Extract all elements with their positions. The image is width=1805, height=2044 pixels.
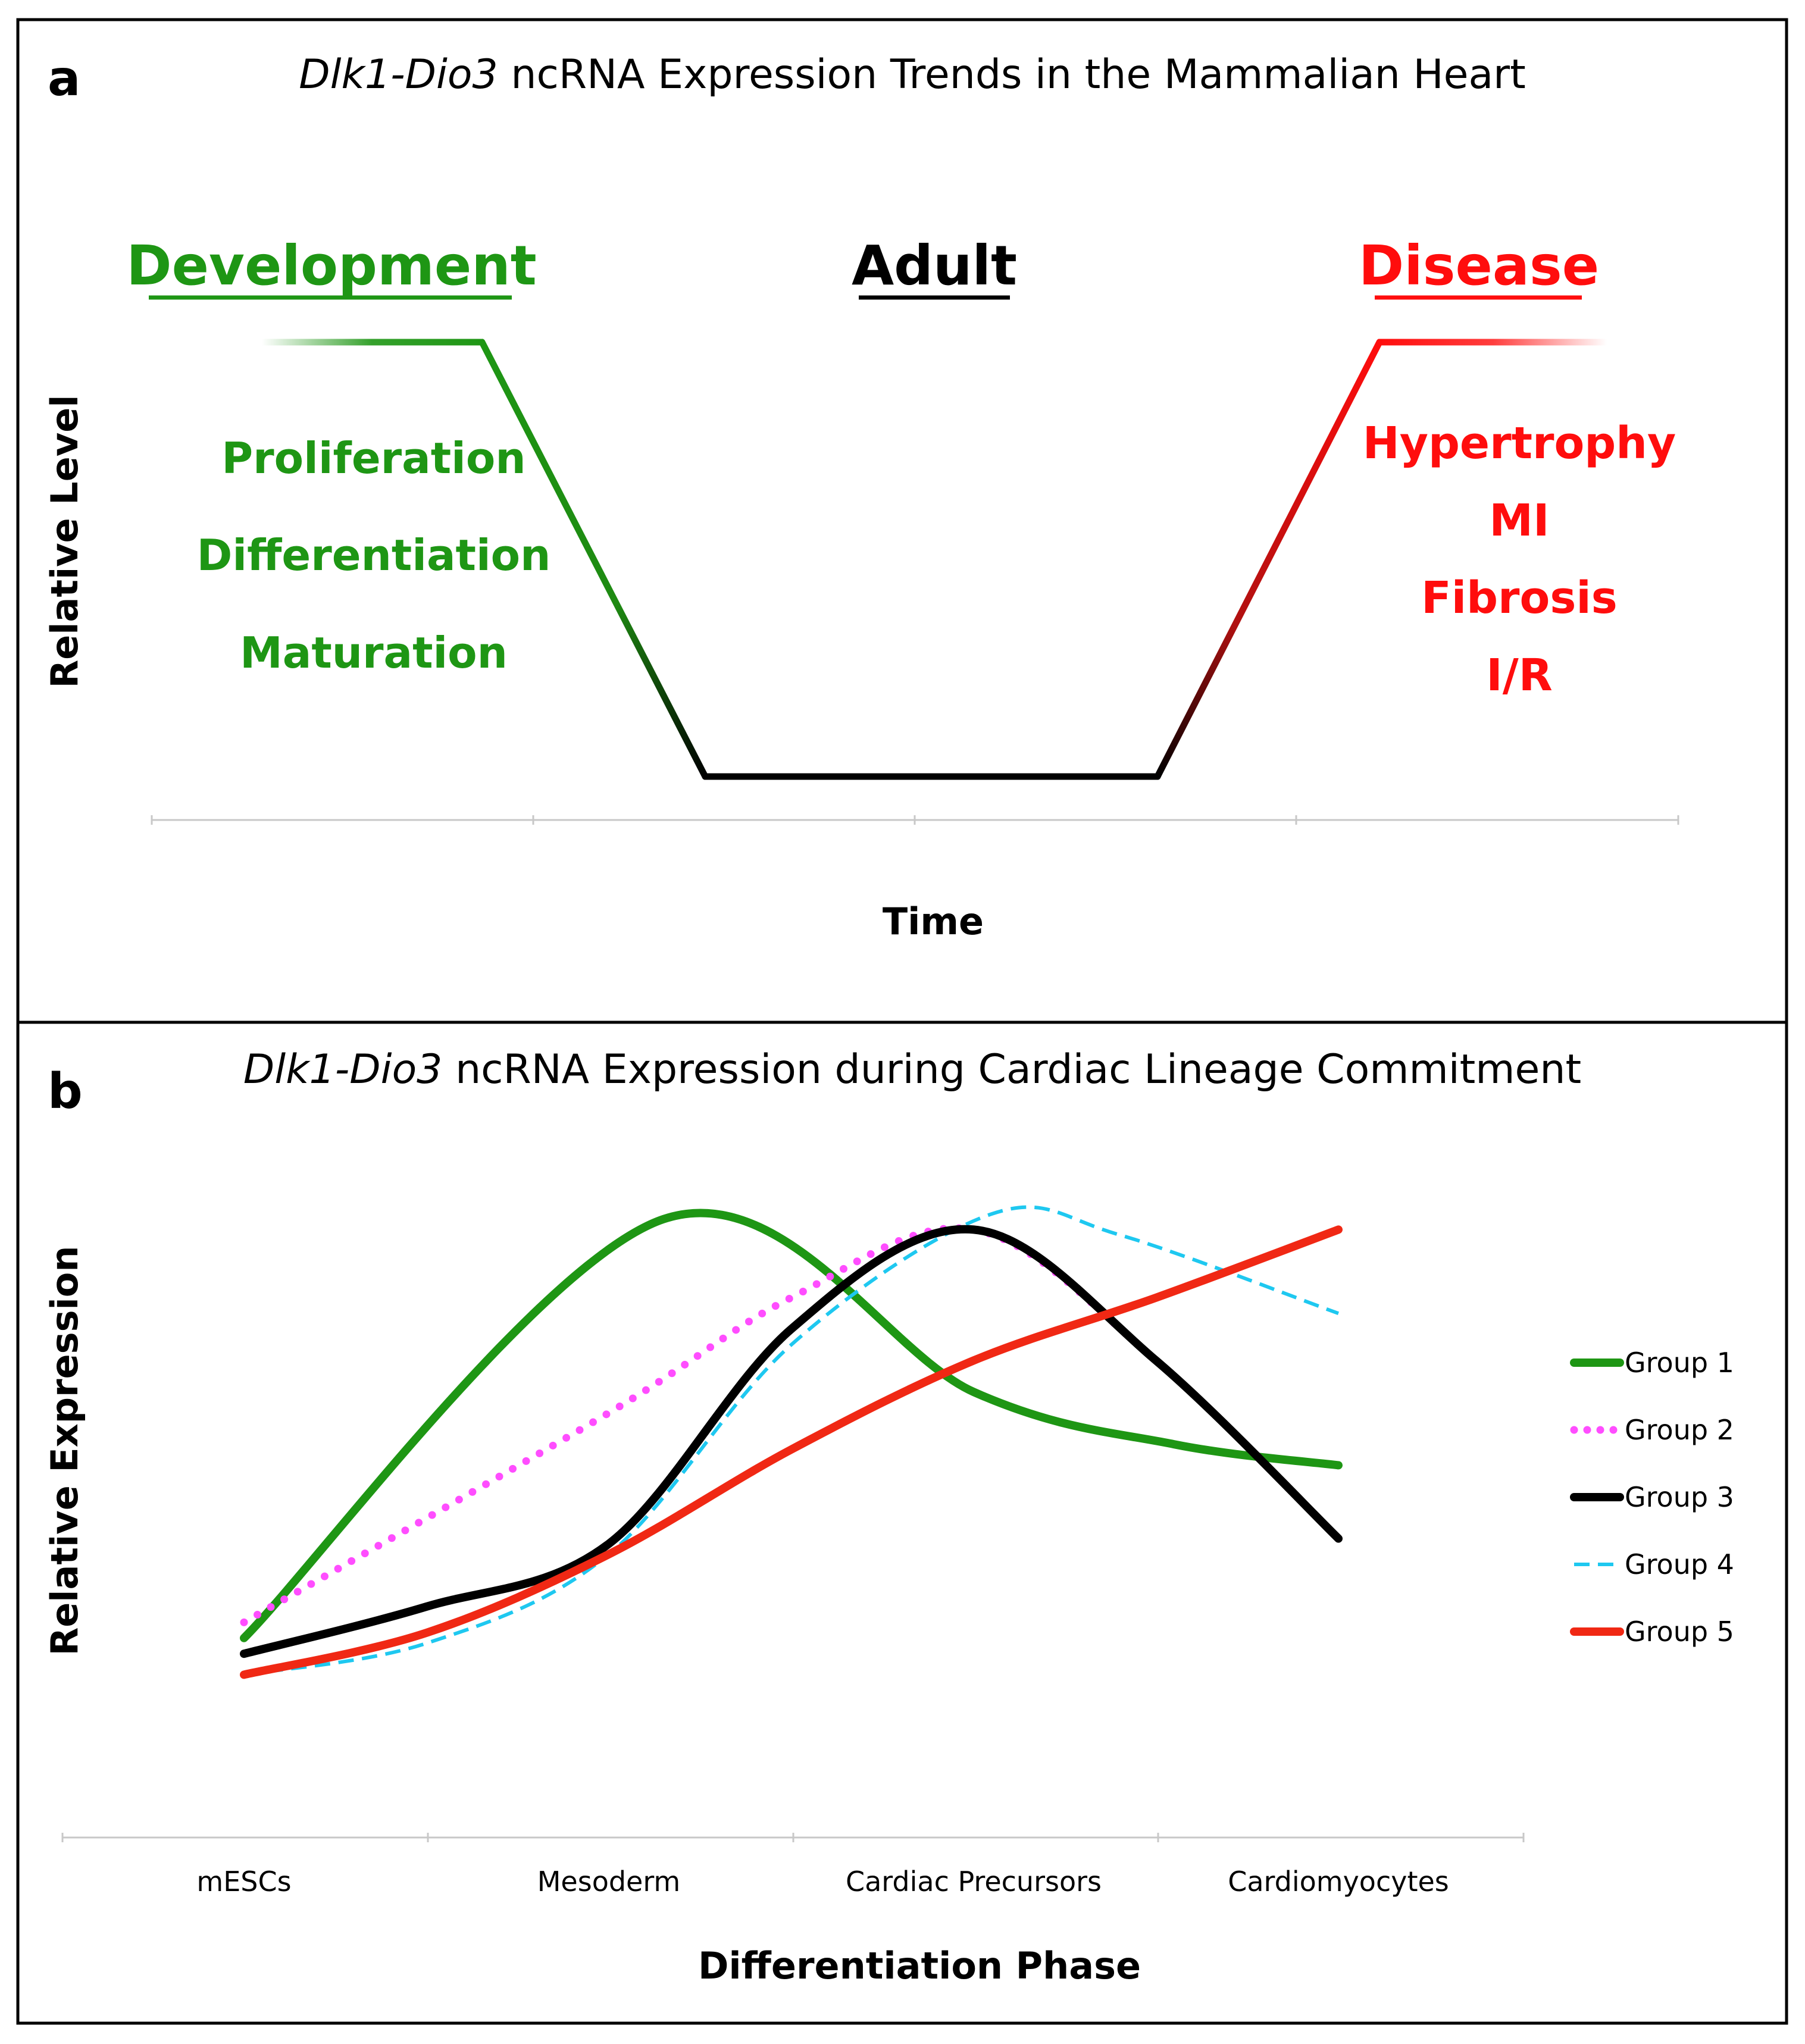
panel-a-letter: a <box>48 51 80 107</box>
panel-a-y-label: Relative Level <box>43 395 86 688</box>
panel-b-title-rest: ncRNA Expression during Cardiac Lineage … <box>455 1046 1581 1093</box>
disease-condition-ir: I/R <box>1486 650 1553 701</box>
legend-label-group-4: Group 4 <box>1625 1548 1734 1580</box>
panel-a-title-italic: Dlk1-Dio3 <box>299 51 498 98</box>
panel-b-title: Dlk1-Dio3 ncRNA Expression during Cardia… <box>243 1046 1581 1093</box>
x-tick-label-mescs: mESCs <box>196 1865 291 1898</box>
development-process-maturation: Maturation <box>240 628 508 678</box>
x-tick-label-cardiomyocytes: Cardiomyocytes <box>1228 1865 1449 1898</box>
panel-b-y-label: Relative Expression <box>43 1246 86 1656</box>
heading-development: Development <box>126 234 536 298</box>
series-line-group-1 <box>240 1209 1343 1642</box>
panel-b-x-ticks <box>61 1833 1525 1842</box>
disease-condition-mi: MI <box>1489 495 1549 546</box>
panel-b-x-label: Differentiation Phase <box>698 1944 1141 1987</box>
panel-b-letter: b <box>48 1063 83 1120</box>
disease-condition-fibrosis: Fibrosis <box>1421 572 1618 624</box>
legend-label-group-3: Group 3 <box>1625 1481 1734 1513</box>
panel-a-x-label: Time <box>883 900 984 943</box>
development-process-proliferation: Proliferation <box>221 433 525 483</box>
x-tick-label-cardiac-precursors: Cardiac Precursors <box>846 1865 1102 1898</box>
series-line-group-4 <box>243 1205 1340 1677</box>
heading-disease: Disease <box>1359 234 1599 298</box>
panel-a-title-rest: ncRNA Expression Trends in the Mammalian… <box>511 51 1525 98</box>
panel-a-title: Dlk1-Dio3 ncRNA Expression Trends in the… <box>299 51 1526 98</box>
trend-rise <box>1154 339 1383 780</box>
panel-b-x-tick-labels: mESCs Mesoderm Cardiac Precursors Cardiomyo… <box>196 1865 1449 1898</box>
legend-label-group-5: Group 5 <box>1625 1616 1734 1648</box>
disease-condition-hypertrophy: Hypertrophy <box>1363 418 1676 469</box>
legend-label-group-2: Group 2 <box>1625 1414 1734 1446</box>
series-line-group-5 <box>240 1225 1343 1679</box>
panel-b-series <box>240 1205 1343 1679</box>
panel-b-title-italic: Dlk1-Dio3 <box>243 1046 443 1093</box>
development-process-differentiation: Differentiation <box>197 530 551 580</box>
x-tick-label-mesoderm: Mesoderm <box>537 1865 681 1898</box>
trend-decline <box>478 339 709 780</box>
panel-b-frame <box>16 1021 1788 2025</box>
series-line-group-3 <box>240 1225 1343 1658</box>
panel-b-legend: Group 1 Group 2 Group 3 Group 4 Group 5 <box>1570 1347 1734 1648</box>
legend-label-group-1: Group 1 <box>1625 1347 1734 1379</box>
heading-adult: Adult <box>852 234 1017 298</box>
